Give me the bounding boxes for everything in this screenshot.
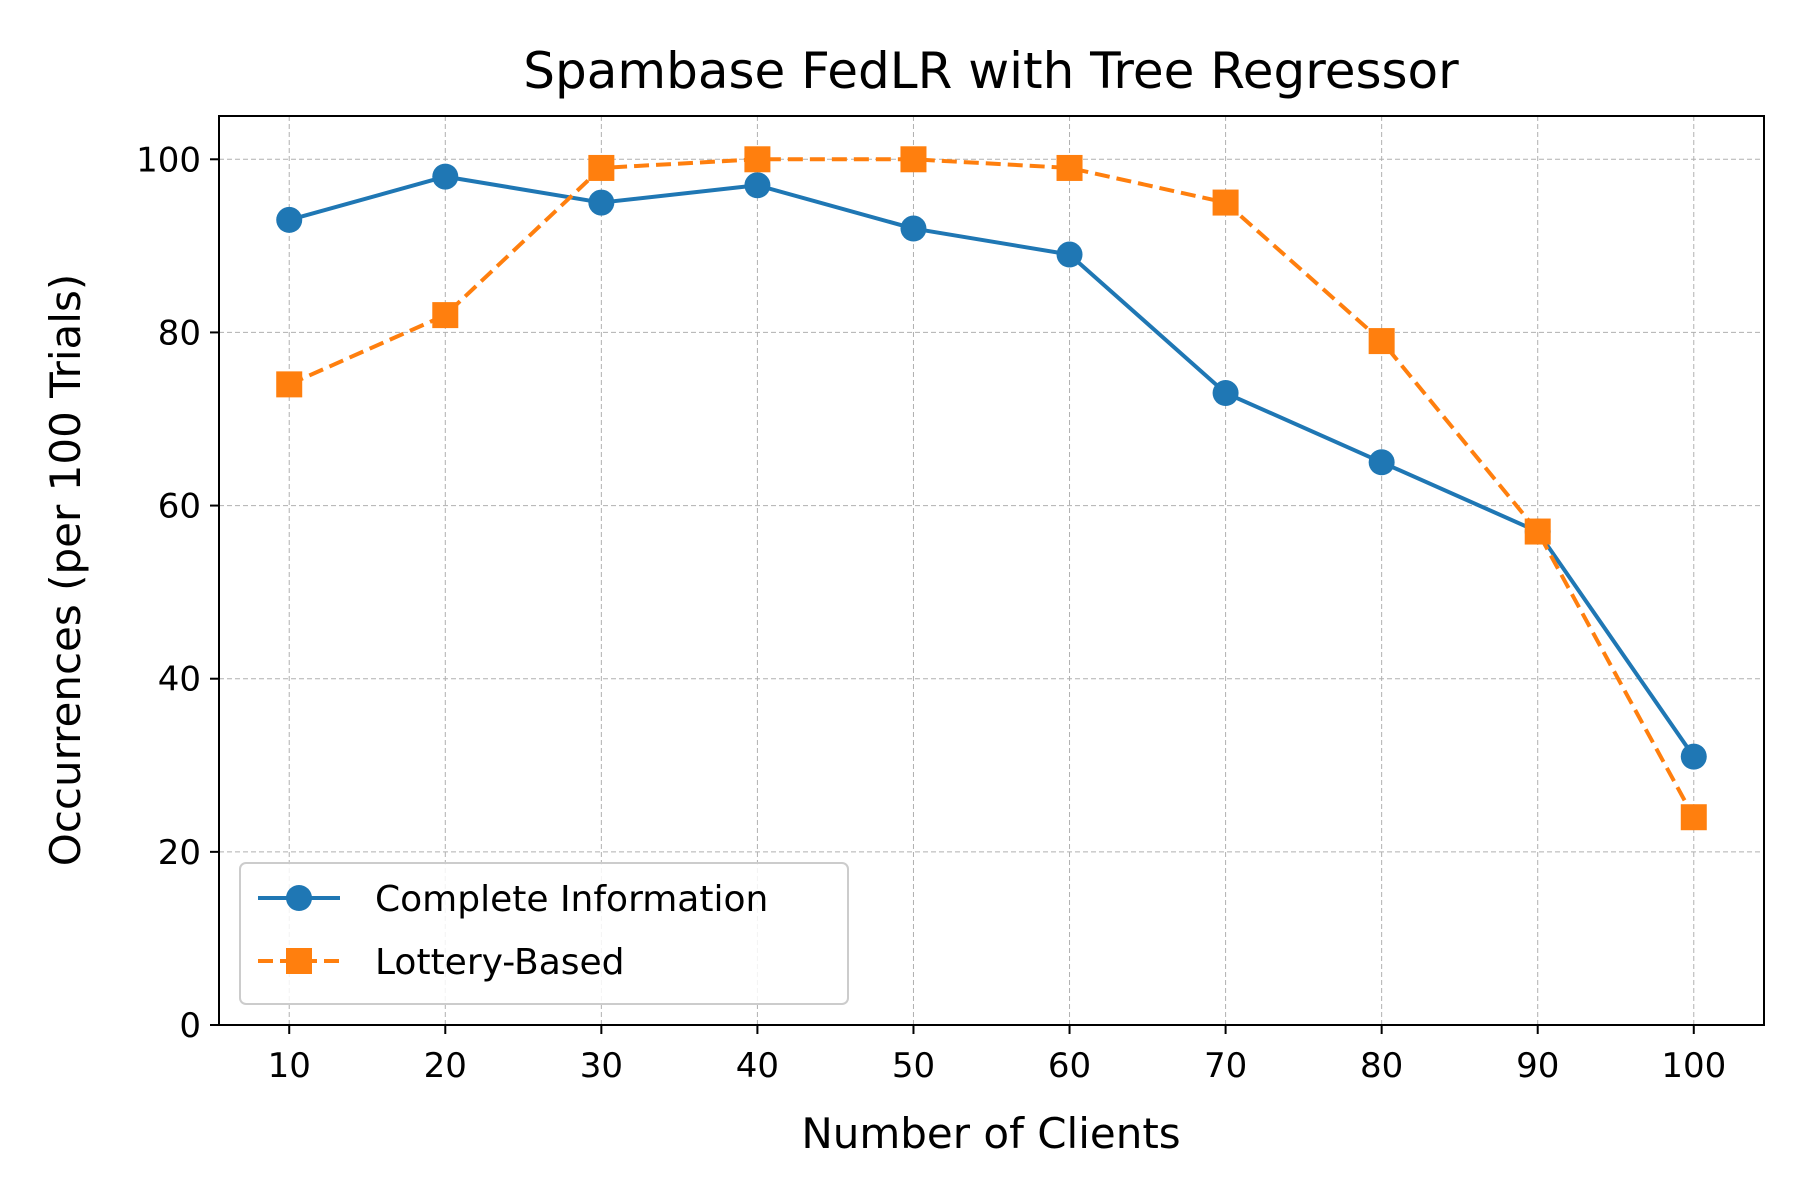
data-point <box>1212 189 1239 216</box>
data-point <box>900 146 927 173</box>
x-tick-label: 70 <box>1204 1046 1247 1086</box>
legend-label: Complete Information <box>375 879 768 920</box>
legend: Complete Information Lottery-Based <box>239 862 849 1005</box>
chart-title: Spambase FedLR with Tree Regressor <box>523 42 1459 100</box>
series-line <box>288 157 1696 819</box>
y-tick-label: 100 <box>136 140 201 180</box>
y-tick-label: 60 <box>158 487 201 527</box>
y-axis-title: Occurrences (per 100 Trials) <box>41 274 90 866</box>
data-point <box>1368 328 1395 355</box>
legend-marker <box>286 948 312 974</box>
x-tick-label: 100 <box>1661 1046 1726 1086</box>
x-tick-label: 90 <box>1516 1046 1559 1086</box>
data-point <box>900 215 927 242</box>
data-point <box>1524 518 1551 545</box>
data-point <box>588 189 615 216</box>
data-point <box>1056 241 1083 268</box>
series-layer <box>276 146 1707 831</box>
data-point <box>1368 449 1395 476</box>
series-line <box>288 174 1696 758</box>
x-tick-label: 10 <box>268 1046 311 1086</box>
y-tick-label: 80 <box>158 313 201 353</box>
data-point <box>744 172 771 199</box>
data-point <box>276 371 303 398</box>
y-tick-label: 20 <box>158 833 201 873</box>
series-complete-information <box>276 163 1707 770</box>
legend-entry: Lottery-Based <box>258 942 625 983</box>
data-point <box>744 146 771 173</box>
x-axis-title: Number of Clients <box>801 1109 1180 1158</box>
x-tick-label: 60 <box>1048 1046 1091 1086</box>
data-point <box>1056 154 1083 181</box>
x-tick-label: 20 <box>424 1046 467 1086</box>
data-point <box>432 163 459 190</box>
data-point <box>588 154 615 181</box>
data-point <box>276 206 303 233</box>
legend-box <box>239 862 849 1005</box>
data-point <box>1680 804 1707 831</box>
legend-marker <box>286 885 312 911</box>
x-tick-label: 80 <box>1360 1046 1403 1086</box>
y-tick-label: 40 <box>158 660 201 700</box>
series-lottery-based <box>276 146 1707 831</box>
y-tick-label: 0 <box>179 1006 201 1046</box>
legend-entry: Complete Information <box>258 879 768 920</box>
data-point <box>432 302 459 329</box>
legend-label: Lottery-Based <box>375 942 625 983</box>
y-axis-ticks: 0 20 40 60 80 100 <box>136 140 219 1046</box>
x-tick-label: 50 <box>892 1046 935 1086</box>
x-tick-label: 30 <box>580 1046 623 1086</box>
data-point <box>1680 743 1707 770</box>
x-tick-label: 40 <box>736 1046 779 1086</box>
x-axis-ticks: 10 20 30 40 50 60 70 80 90 100 <box>268 1025 1726 1086</box>
data-point <box>1212 380 1239 407</box>
plot-frame <box>218 115 1765 1026</box>
